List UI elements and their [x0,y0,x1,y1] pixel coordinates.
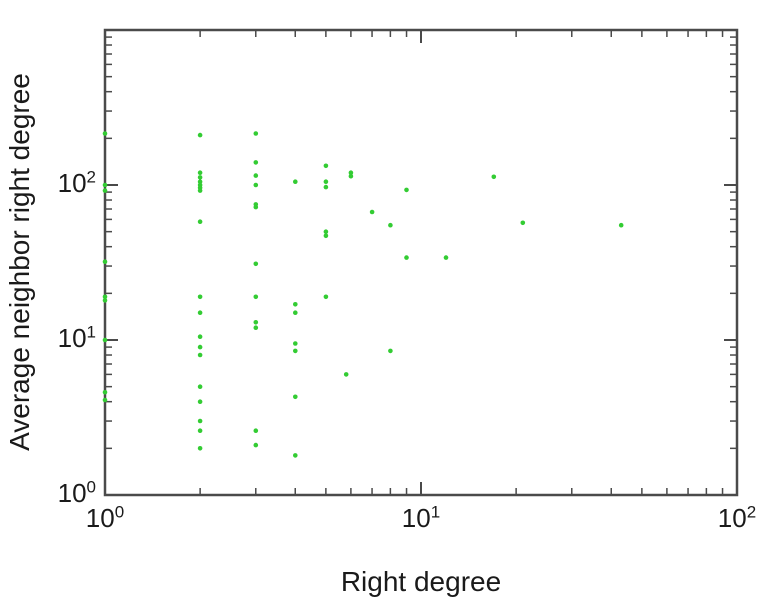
x-tick-label: 101 [401,502,441,533]
y-tick-label: 100 [57,477,96,508]
x-axis-label: Right degree [340,566,502,597]
x-tick-label: 100 [85,502,125,533]
y-tick-label: 102 [57,167,96,198]
y-tick-label: 101 [57,322,96,353]
y-axis-label: Average neighbor right degree [4,73,35,451]
x-tick-label: 102 [717,502,757,533]
